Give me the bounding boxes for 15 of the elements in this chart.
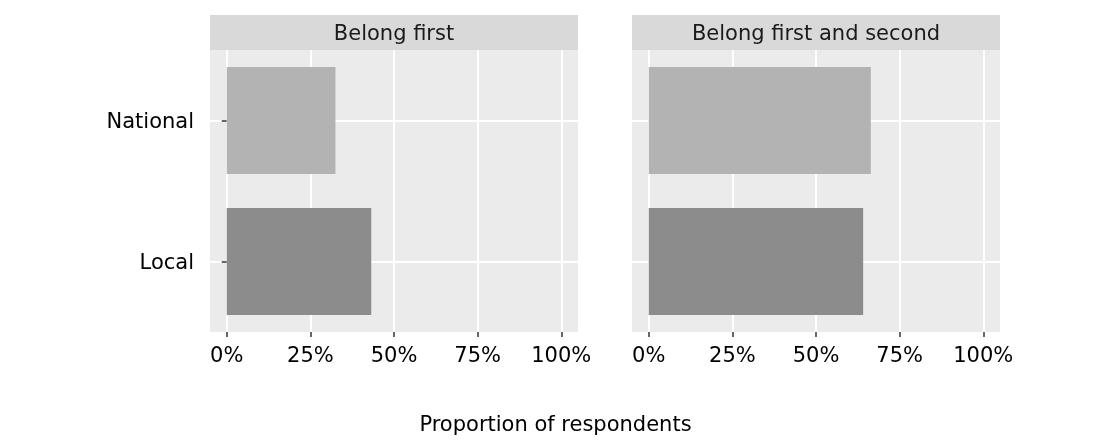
y-tick-label: National (106, 108, 194, 133)
chart-title: Belong first (210, 15, 578, 50)
x-tick-label: 75% (876, 342, 923, 367)
x-tick-label: 75% (454, 342, 501, 367)
x-tick-label: 0% (632, 342, 666, 367)
x-tick-label: 25% (709, 342, 756, 367)
chart-title: Belong first and second (632, 15, 1000, 50)
x-tick-label: 50% (792, 342, 840, 367)
x-tick-label: 0% (210, 342, 244, 367)
x-tick-label: 100% (531, 342, 592, 367)
x-tick-label: 50% (370, 342, 418, 367)
x-tick-label: 100% (953, 342, 1014, 367)
x-axis-title: Proportion of respondents (418, 412, 693, 436)
x-tick-label: 25% (287, 342, 334, 367)
y-tick-label: Local (139, 249, 194, 274)
